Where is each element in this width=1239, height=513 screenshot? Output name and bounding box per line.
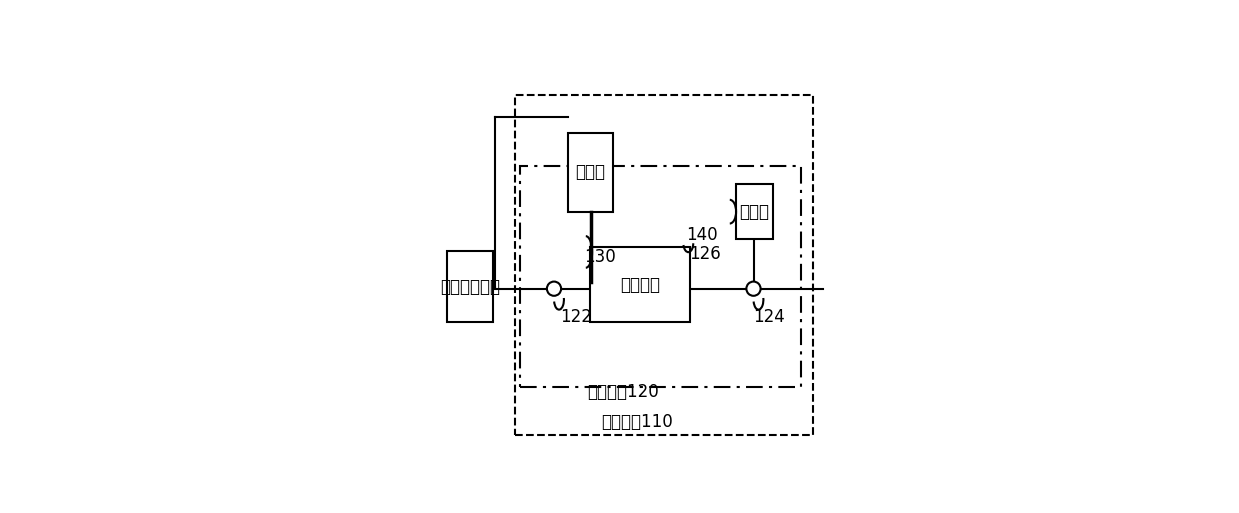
Text: 测试仪: 测试仪 <box>576 163 606 181</box>
Circle shape <box>746 282 761 296</box>
Text: 130: 130 <box>584 248 616 266</box>
Text: 140: 140 <box>686 226 717 244</box>
Bar <box>447 251 493 322</box>
Text: 测试模块110: 测试模块110 <box>601 413 673 431</box>
Text: 126: 126 <box>689 245 721 263</box>
Bar <box>567 133 613 212</box>
Bar <box>520 166 800 387</box>
Text: 测试电路: 测试电路 <box>620 276 660 294</box>
Text: 122: 122 <box>560 308 592 326</box>
Text: 124: 124 <box>753 308 786 326</box>
Circle shape <box>546 282 561 296</box>
Bar <box>590 247 690 322</box>
Bar <box>514 95 813 435</box>
Text: 传输结构120: 传输结构120 <box>587 384 659 402</box>
Text: 短路件: 短路件 <box>740 203 769 221</box>
Bar <box>736 184 773 239</box>
Text: 待测射频模块: 待测射频模块 <box>440 278 501 295</box>
